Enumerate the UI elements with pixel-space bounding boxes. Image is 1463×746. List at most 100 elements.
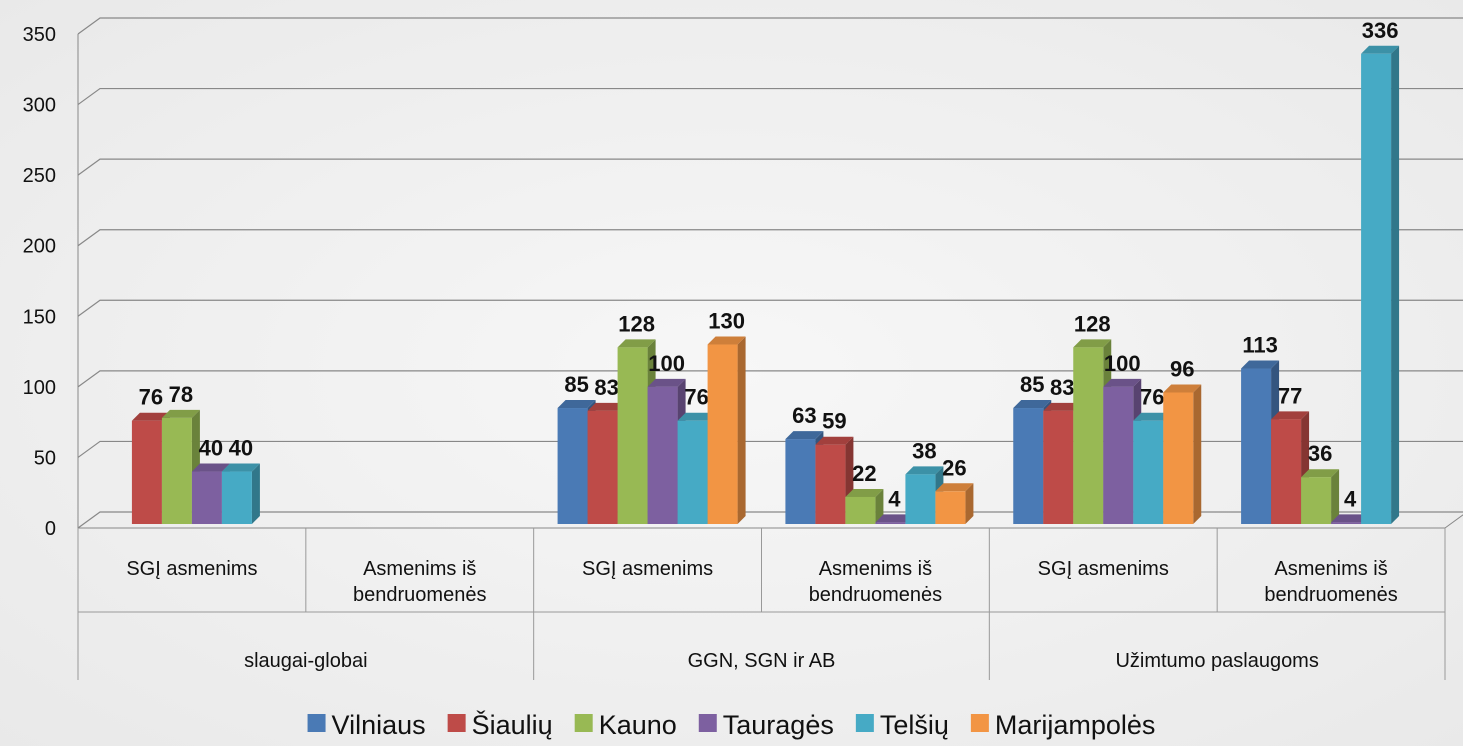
y-tick-label: 200 <box>23 236 56 258</box>
bar-top <box>677 412 716 421</box>
legend-swatch <box>698 714 717 732</box>
grid-line <box>77 370 1463 388</box>
legend-label: Marijampolės <box>995 710 1156 740</box>
y-tick-label: 50 <box>34 447 56 469</box>
data-label: 96 <box>1170 357 1194 382</box>
bar <box>587 410 618 524</box>
bar-top <box>905 466 944 475</box>
bar <box>1133 420 1164 524</box>
data-label: 59 <box>822 409 846 434</box>
bar <box>647 386 678 524</box>
legend-label: Šiaulių <box>472 709 553 740</box>
bar <box>1103 386 1134 524</box>
bar <box>785 439 816 524</box>
bar-side <box>1331 469 1340 524</box>
bar-top <box>785 431 824 440</box>
bar-top <box>557 400 596 409</box>
data-label: 38 <box>912 438 936 463</box>
group-label: GGN, SGN ir AB <box>687 650 836 672</box>
bar-top <box>875 514 914 523</box>
bar <box>1163 392 1194 524</box>
bar <box>161 417 192 524</box>
bar-top <box>1043 402 1082 411</box>
bar-top <box>1241 360 1280 369</box>
data-label: 85 <box>1020 372 1044 397</box>
legend-swatch <box>855 714 874 732</box>
grid-line <box>77 158 1463 176</box>
bar-side <box>1193 384 1202 524</box>
bar <box>677 420 708 524</box>
bar <box>707 344 738 524</box>
data-label: 78 <box>169 382 193 407</box>
bar <box>1013 408 1044 524</box>
bar-top <box>221 463 260 472</box>
data-label: 76 <box>684 385 708 410</box>
y-tick-label: 300 <box>23 95 56 117</box>
bar <box>905 474 936 524</box>
grid-line <box>77 511 1463 529</box>
bar <box>221 471 252 524</box>
bar <box>1271 419 1302 524</box>
grid-line <box>77 299 1463 317</box>
x-tick-label: Asmenims iš bendruomenės <box>353 558 487 606</box>
bar <box>191 471 222 524</box>
bar-side <box>875 488 884 524</box>
bar-top <box>1073 339 1112 348</box>
data-label: 128 <box>618 311 655 336</box>
bar-top <box>1301 469 1340 478</box>
bar <box>131 420 162 524</box>
bar <box>1043 410 1074 524</box>
x-tick-label: Asmenims iš bendruomenės <box>808 558 943 606</box>
bar <box>1241 368 1272 524</box>
data-label: 113 <box>1242 333 1278 358</box>
y-tick-label: 350 <box>23 24 56 46</box>
data-label: 76 <box>139 385 163 410</box>
bar-top <box>647 378 686 387</box>
bar-top <box>1013 400 1052 409</box>
legend-label: Kauno <box>599 710 677 740</box>
bar-top <box>1361 45 1400 54</box>
bar-top <box>131 412 170 421</box>
legend-label: Vilniaus <box>332 710 426 740</box>
bar <box>1331 522 1362 524</box>
x-tick-label: Asmenims iš bendruomenės <box>1264 558 1398 606</box>
legend-swatch <box>307 714 326 732</box>
legend-label: Telšių <box>880 710 949 740</box>
bar-top <box>191 463 230 472</box>
bar-top <box>1271 411 1310 420</box>
data-label: 36 <box>1308 441 1332 466</box>
bar-top <box>1133 412 1172 421</box>
floor-right <box>1444 514 1463 529</box>
bar-top <box>815 436 854 445</box>
group-label: Užimtumo paslaugoms <box>1115 650 1319 672</box>
bar-top <box>845 488 884 497</box>
grid-line <box>77 87 1463 106</box>
legend-label: Tauragės <box>723 710 834 740</box>
legend-swatch <box>447 714 466 732</box>
data-label: 128 <box>1074 311 1111 336</box>
bar <box>557 408 588 524</box>
data-label: 83 <box>1050 375 1074 400</box>
bar-side <box>737 336 746 524</box>
data-label: 40 <box>229 436 253 461</box>
bar <box>815 444 846 524</box>
bar-top <box>1103 378 1142 387</box>
bar-top <box>617 339 656 348</box>
bar <box>875 522 906 524</box>
data-label: 26 <box>942 455 966 480</box>
data-label: 40 <box>199 436 223 461</box>
bar-side <box>965 483 974 524</box>
bar-side <box>251 463 260 524</box>
data-label: 77 <box>1278 383 1302 408</box>
bar-top <box>707 336 746 345</box>
bar <box>1073 347 1104 524</box>
grid-line <box>77 17 1463 35</box>
bar-top <box>587 402 626 411</box>
data-label: 4 <box>1344 486 1357 511</box>
bar <box>935 491 966 524</box>
bar <box>1301 477 1332 524</box>
grid-line <box>77 440 1463 458</box>
y-tick-label: 0 <box>45 518 56 540</box>
